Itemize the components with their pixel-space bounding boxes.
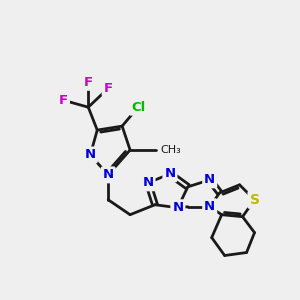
Text: F: F	[103, 82, 113, 95]
Text: F: F	[59, 94, 68, 107]
Text: S: S	[250, 193, 260, 207]
Text: N: N	[204, 173, 215, 186]
Text: N: N	[103, 168, 114, 182]
Text: N: N	[85, 148, 96, 161]
Text: Cl: Cl	[131, 101, 145, 114]
Text: N: N	[142, 176, 154, 189]
Text: F: F	[84, 76, 93, 89]
Text: CH₃: CH₃	[160, 145, 181, 155]
Text: N: N	[172, 201, 183, 214]
Text: N: N	[164, 167, 175, 180]
Text: N: N	[204, 200, 215, 213]
